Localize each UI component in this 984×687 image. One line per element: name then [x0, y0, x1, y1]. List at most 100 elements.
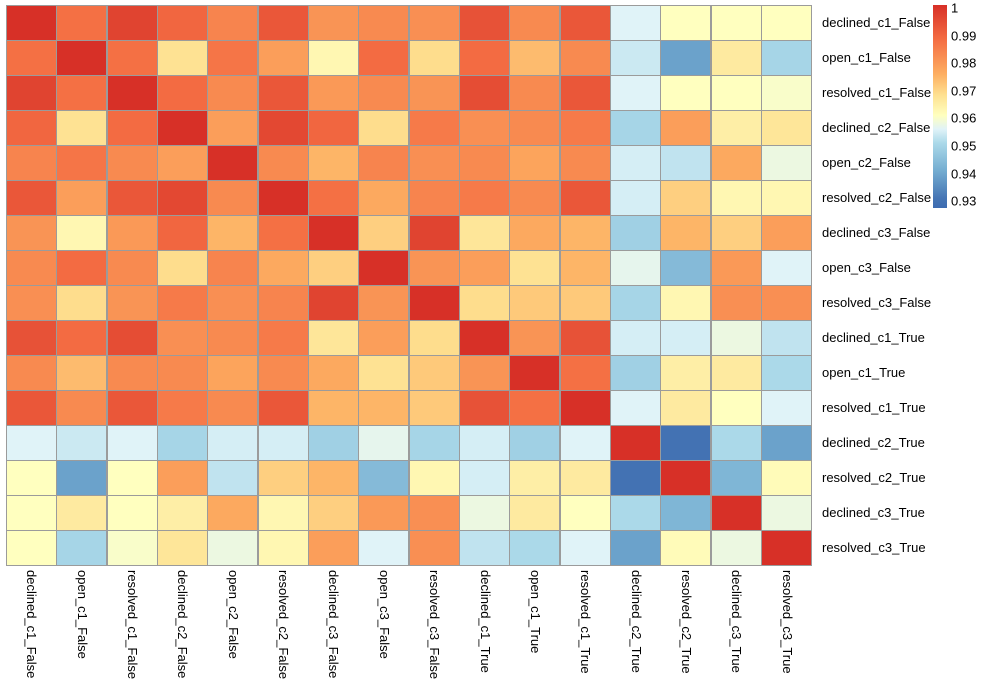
heatmap-cell: [510, 496, 560, 530]
heatmap-cell: [158, 496, 207, 530]
heatmap-cell: [661, 251, 711, 285]
heatmap-cell: [510, 111, 560, 145]
x-tick-label: resolved_c3_True: [779, 570, 795, 674]
heatmap-cell: [107, 496, 157, 530]
x-tick-label: resolved_c1_False: [124, 570, 140, 680]
heatmap-cell: [107, 356, 157, 390]
heatmap-cell: [560, 356, 610, 390]
heatmap-cell: [409, 496, 459, 530]
heatmap-cell: [309, 216, 358, 250]
heatmap-cell: [107, 391, 157, 425]
x-tick-label: open_c1_False: [74, 570, 90, 659]
heatmap-cell: [107, 531, 157, 565]
heatmap-cell: [309, 286, 358, 320]
heatmap-cell: [611, 111, 660, 145]
heatmap-cell: [560, 461, 610, 495]
colorbar-tick-label: 0.96: [951, 110, 977, 126]
heatmap-cell: [309, 6, 358, 40]
heatmap-cell: [359, 321, 409, 355]
heatmap-cell: [359, 111, 409, 145]
heatmap-cell: [762, 251, 811, 285]
heatmap-cell: [611, 391, 660, 425]
x-tick-label: open_c1_True: [527, 570, 543, 654]
heatmap-cell: [611, 356, 660, 390]
heatmap-cell: [57, 41, 107, 75]
heatmap-cell: [460, 496, 509, 530]
heatmap-cell: [158, 181, 207, 215]
heatmap-cell: [208, 111, 258, 145]
y-tick-label: open_c1_False: [822, 49, 911, 65]
heatmap-cell: [560, 321, 610, 355]
heatmap-cell: [309, 461, 358, 495]
heatmap-cell: [359, 181, 409, 215]
heatmap-cell: [158, 286, 207, 320]
heatmap-cell: [309, 76, 358, 110]
heatmap-cell: [611, 41, 660, 75]
heatmap-cell: [158, 111, 207, 145]
heatmap-cell: [409, 251, 459, 285]
heatmap-cell: [762, 286, 811, 320]
heatmap-cell: [309, 531, 358, 565]
heatmap-cell: [359, 41, 409, 75]
heatmap-cell: [359, 496, 409, 530]
heatmap-cell: [460, 41, 509, 75]
heatmap-cell: [560, 111, 610, 145]
heatmap-cell: [7, 216, 56, 250]
y-tick-label: open_c2_False: [822, 154, 911, 170]
colorbar-tick-label: 0.98: [951, 55, 977, 71]
y-tick-label: resolved_c3_False: [822, 295, 932, 311]
heatmap-cell: [510, 146, 560, 180]
heatmap-cell: [409, 146, 459, 180]
heatmap-cell: [762, 496, 811, 530]
heatmap-cell: [7, 426, 56, 460]
y-tick-label: resolved_c1_True: [822, 400, 926, 416]
heatmap-cell: [359, 251, 409, 285]
heatmap-cell: [762, 76, 811, 110]
heatmap-cell: [611, 6, 660, 40]
heatmap-cell: [409, 391, 459, 425]
heatmap-cell: [611, 426, 660, 460]
heatmap-cell: [258, 146, 308, 180]
heatmap-cell: [460, 6, 509, 40]
heatmap-cell: [208, 146, 258, 180]
colorbar-gradient: [933, 5, 947, 208]
heatmap-cell: [309, 426, 358, 460]
heatmap-cell: [57, 146, 107, 180]
heatmap-cell: [560, 286, 610, 320]
heatmap-cell: [107, 111, 157, 145]
heatmap-cell: [208, 216, 258, 250]
heatmap-cell: [57, 321, 107, 355]
heatmap-cell: [158, 356, 207, 390]
heatmap-cell: [460, 321, 509, 355]
x-tick-label: declined_c1_True: [477, 570, 493, 673]
heatmap-cell: [107, 321, 157, 355]
heatmap-cell: [560, 496, 610, 530]
heatmap-cell: [611, 321, 660, 355]
heatmap-cell: [107, 286, 157, 320]
heatmap-cell: [661, 216, 711, 250]
heatmap-cell: [711, 321, 761, 355]
heatmap-cell: [208, 461, 258, 495]
heatmap-cell: [560, 181, 610, 215]
x-tick-label: resolved_c1_True: [578, 570, 594, 674]
heatmap-cell: [661, 76, 711, 110]
heatmap-cell: [258, 181, 308, 215]
heatmap-cell: [158, 461, 207, 495]
heatmap-cell: [208, 391, 258, 425]
heatmap-cell: [762, 181, 811, 215]
heatmap-cell: [359, 356, 409, 390]
heatmap-cell: [460, 181, 509, 215]
heatmap-cell: [711, 531, 761, 565]
heatmap-cell: [359, 426, 409, 460]
heatmap-cell: [762, 356, 811, 390]
heatmap-cell: [510, 321, 560, 355]
y-tick-label: resolved_c2_False: [822, 189, 932, 205]
heatmap-cell: [7, 76, 56, 110]
heatmap-cell: [309, 111, 358, 145]
heatmap-cell: [661, 6, 711, 40]
heatmap-cell: [460, 461, 509, 495]
heatmap-cell: [309, 146, 358, 180]
heatmap-cell: [711, 76, 761, 110]
heatmap-cell: [711, 216, 761, 250]
